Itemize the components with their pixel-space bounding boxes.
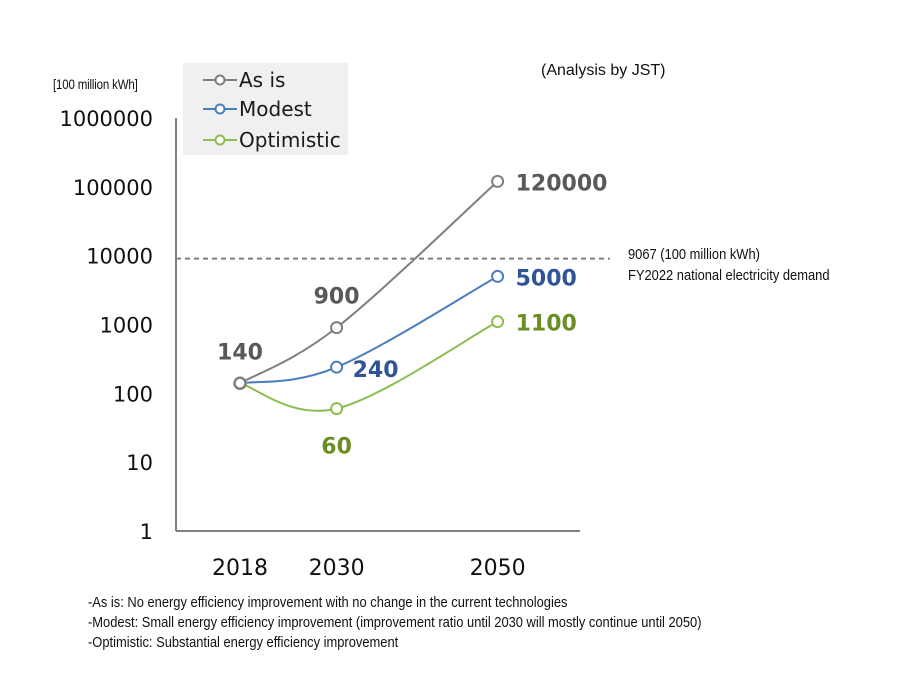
legend-marker-icon <box>203 74 237 86</box>
series-group <box>233 174 505 416</box>
y-tick-label: 10000 <box>86 245 153 269</box>
y-tick-label: 100 <box>113 382 153 406</box>
y-tick-label: 1000 <box>100 314 153 338</box>
data-label: 240 <box>353 358 399 383</box>
axes: 1 10 100 1000 10000 100000 1000000 2018 2030 2050 <box>59 107 580 581</box>
legend-item-modest: Modest <box>203 94 312 124</box>
footnotes: -As is: No energy efficiency improvement… <box>88 593 702 653</box>
data-point <box>491 174 505 188</box>
footnote-optimistic: -Optimistic: Substantial energy efficien… <box>88 634 399 651</box>
footnote-as-is: -As is: No energy efficiency improvement… <box>88 594 568 611</box>
legend-marker-icon <box>203 103 237 115</box>
data-label: 120000 <box>516 171 608 196</box>
y-tick-label: 10 <box>126 451 153 475</box>
data-label: 900 <box>314 285 360 310</box>
legend-label: Optimistic <box>239 128 341 152</box>
reference-annotation: 9067 (100 million kWh) FY2022 national e… <box>628 244 830 286</box>
data-label: 140 <box>217 340 263 365</box>
legend-item-as-is: As is <box>203 65 285 95</box>
data-point-shared-2018 <box>233 376 247 391</box>
legend-label: Modest <box>239 97 312 121</box>
reference-annotation-value: 9067 (100 million kWh) <box>628 246 760 263</box>
data-point <box>330 360 344 374</box>
legend-item-optimistic: Optimistic <box>203 125 341 155</box>
y-tick-label: 100000 <box>73 176 153 200</box>
x-tick-label: 2018 <box>212 556 268 581</box>
data-point <box>330 402 344 416</box>
y-tick-label: 1000000 <box>59 107 153 131</box>
y-tick-label: 1 <box>140 520 153 544</box>
legend-marker-icon <box>203 134 237 146</box>
series-line-as-is <box>239 180 499 385</box>
reference-annotation-desc: FY2022 national electricity demand <box>628 267 830 284</box>
data-label: 60 <box>321 435 352 460</box>
data-point <box>491 269 505 283</box>
data-labels-group: 140 900 120000 240 5000 60 1100 <box>217 171 607 459</box>
analysis-note: (Analysis by JST) <box>541 62 666 79</box>
data-point <box>491 315 505 329</box>
footnote-modest: -Modest: Small energy efficiency improve… <box>88 614 702 631</box>
y-axis-unit-label: [100 million kWh] <box>53 76 138 92</box>
legend-label: As is <box>239 68 286 92</box>
legend: As is Modest Optimistic <box>183 63 348 155</box>
data-point <box>330 321 344 335</box>
x-tick-label: 2050 <box>470 556 526 581</box>
data-label: 1100 <box>516 312 577 337</box>
x-tick-label: 2030 <box>309 556 365 581</box>
data-label: 5000 <box>516 266 577 291</box>
